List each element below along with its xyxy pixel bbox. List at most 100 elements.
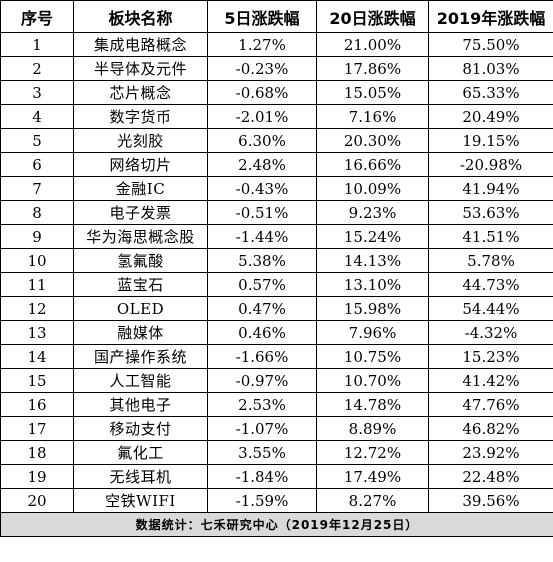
cell-2019-change: 41.42%	[428, 368, 553, 393]
table-row: 14 国产操作系统 -1.66% 10.75% 15.23%	[0, 344, 553, 369]
cell-2019-change: 46.82%	[428, 416, 553, 441]
cell-index: 4	[0, 104, 74, 129]
cell-20d-change: 10.75%	[316, 344, 429, 369]
cell-5d-change: 1.27%	[207, 32, 317, 57]
cell-index: 11	[0, 272, 74, 297]
cell-sector-name: 蓝宝石	[73, 272, 208, 297]
cell-sector-name: 电子发票	[73, 200, 208, 225]
cell-2019-change: 23.92%	[428, 440, 553, 465]
cell-20d-change: 10.09%	[316, 176, 429, 201]
header-sector-name: 板块名称	[73, 0, 208, 33]
cell-2019-change: 15.23%	[428, 344, 553, 369]
table-row: 12 OLED 0.47% 15.98% 54.44%	[0, 296, 553, 321]
cell-sector-name: 光刻胶	[73, 128, 208, 153]
cell-5d-change: 0.46%	[207, 320, 317, 345]
cell-2019-change: 41.94%	[428, 176, 553, 201]
cell-5d-change: 0.47%	[207, 296, 317, 321]
cell-sector-name: 集成电路概念	[73, 32, 208, 57]
table-row: 6 网络切片 2.48% 16.66% -20.98%	[0, 152, 553, 177]
table-row: 3 芯片概念 -0.68% 15.05% 65.33%	[0, 80, 553, 105]
table-row: 1 集成电路概念 1.27% 21.00% 75.50%	[0, 32, 553, 57]
cell-5d-change: -0.51%	[207, 200, 317, 225]
footer-row: 数据统计：七禾研究中心（2019年12月25日）	[0, 512, 553, 537]
cell-index: 18	[0, 440, 74, 465]
cell-index: 8	[0, 200, 74, 225]
cell-5d-change: -2.01%	[207, 104, 317, 129]
cell-2019-change: 19.15%	[428, 128, 553, 153]
table-row: 4 数字货币 -2.01% 7.16% 20.49%	[0, 104, 553, 129]
cell-2019-change: -4.32%	[428, 320, 553, 345]
cell-20d-change: 14.13%	[316, 248, 429, 273]
cell-2019-change: 44.73%	[428, 272, 553, 297]
cell-20d-change: 14.78%	[316, 392, 429, 417]
table-row: 20 空铁WIFI -1.59% 8.27% 39.56%	[0, 488, 553, 513]
cell-20d-change: 21.00%	[316, 32, 429, 57]
cell-5d-change: 2.53%	[207, 392, 317, 417]
cell-5d-change: -1.66%	[207, 344, 317, 369]
cell-5d-change: 6.30%	[207, 128, 317, 153]
cell-sector-name: 无线耳机	[73, 464, 208, 489]
header-20d-change: 20日涨跌幅	[316, 0, 429, 33]
cell-sector-name: 半导体及元件	[73, 56, 208, 81]
cell-index: 5	[0, 128, 74, 153]
cell-2019-change: 54.44%	[428, 296, 553, 321]
cell-index: 1	[0, 32, 74, 57]
cell-20d-change: 10.70%	[316, 368, 429, 393]
cell-20d-change: 8.89%	[316, 416, 429, 441]
cell-2019-change: 75.50%	[428, 32, 553, 57]
sector-performance-table: 序号 板块名称 5日涨跌幅 20日涨跌幅 2019年涨跌幅 1 集成电路概念 1.2…	[0, 0, 553, 537]
cell-2019-change: 47.76%	[428, 392, 553, 417]
cell-20d-change: 20.30%	[316, 128, 429, 153]
data-source-note: 数据统计：七禾研究中心（2019年12月25日）	[0, 512, 553, 537]
table-row: 2 半导体及元件 -0.23% 17.86% 81.03%	[0, 56, 553, 81]
cell-2019-change: 39.56%	[428, 488, 553, 513]
header-5d-change: 5日涨跌幅	[207, 0, 317, 33]
cell-index: 14	[0, 344, 74, 369]
cell-20d-change: 7.96%	[316, 320, 429, 345]
cell-5d-change: -1.59%	[207, 488, 317, 513]
cell-5d-change: 5.38%	[207, 248, 317, 273]
cell-sector-name: 国产操作系统	[73, 344, 208, 369]
cell-20d-change: 15.98%	[316, 296, 429, 321]
cell-2019-change: -20.98%	[428, 152, 553, 177]
cell-sector-name: 移动支付	[73, 416, 208, 441]
cell-index: 10	[0, 248, 74, 273]
cell-5d-change: -0.97%	[207, 368, 317, 393]
table-row: 8 电子发票 -0.51% 9.23% 53.63%	[0, 200, 553, 225]
cell-20d-change: 8.27%	[316, 488, 429, 513]
cell-2019-change: 22.48%	[428, 464, 553, 489]
cell-sector-name: OLED	[73, 296, 208, 321]
table-row: 5 光刻胶 6.30% 20.30% 19.15%	[0, 128, 553, 153]
cell-index: 12	[0, 296, 74, 321]
cell-20d-change: 13.10%	[316, 272, 429, 297]
cell-index: 13	[0, 320, 74, 345]
cell-5d-change: 3.55%	[207, 440, 317, 465]
table-row: 19 无线耳机 -1.84% 17.49% 22.48%	[0, 464, 553, 489]
cell-sector-name: 网络切片	[73, 152, 208, 177]
cell-5d-change: -1.84%	[207, 464, 317, 489]
table-row: 11 蓝宝石 0.57% 13.10% 44.73%	[0, 272, 553, 297]
table-row: 17 移动支付 -1.07% 8.89% 46.82%	[0, 416, 553, 441]
cell-sector-name: 氟化工	[73, 440, 208, 465]
cell-index: 20	[0, 488, 74, 513]
cell-index: 19	[0, 464, 74, 489]
cell-5d-change: -1.07%	[207, 416, 317, 441]
table-row: 9 华为海思概念股 -1.44% 15.24% 41.51%	[0, 224, 553, 249]
cell-5d-change: -0.68%	[207, 80, 317, 105]
cell-sector-name: 其他电子	[73, 392, 208, 417]
table-row: 13 融媒体 0.46% 7.96% -4.32%	[0, 320, 553, 345]
cell-5d-change: -1.44%	[207, 224, 317, 249]
cell-index: 9	[0, 224, 74, 249]
cell-5d-change: -0.23%	[207, 56, 317, 81]
cell-2019-change: 5.78%	[428, 248, 553, 273]
cell-5d-change: 0.57%	[207, 272, 317, 297]
cell-20d-change: 7.16%	[316, 104, 429, 129]
table-row: 16 其他电子 2.53% 14.78% 47.76%	[0, 392, 553, 417]
cell-20d-change: 9.23%	[316, 200, 429, 225]
cell-sector-name: 华为海思概念股	[73, 224, 208, 249]
cell-2019-change: 41.51%	[428, 224, 553, 249]
table-row: 7 金融IC -0.43% 10.09% 41.94%	[0, 176, 553, 201]
cell-sector-name: 氢氟酸	[73, 248, 208, 273]
cell-sector-name: 金融IC	[73, 176, 208, 201]
header-index: 序号	[0, 0, 74, 33]
